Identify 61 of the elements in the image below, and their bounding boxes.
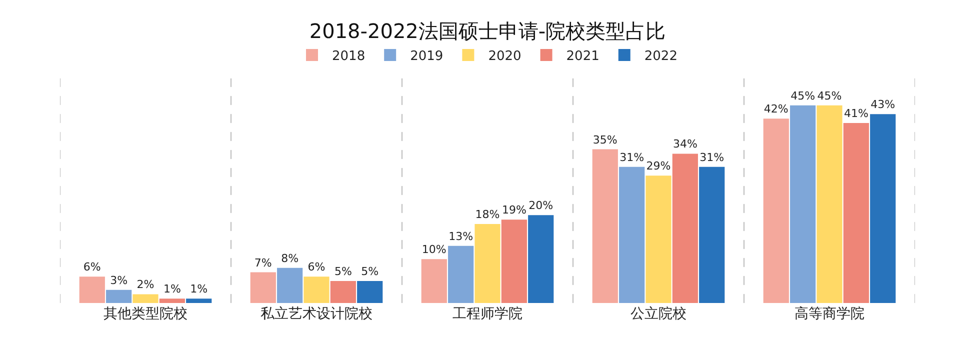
data-label: 41% bbox=[844, 106, 868, 120]
x-tick-label: 其他类型院校 bbox=[104, 306, 188, 322]
data-label: 45% bbox=[790, 89, 816, 102]
bar bbox=[870, 114, 896, 303]
legend-label: 2022 bbox=[644, 49, 678, 64]
bar bbox=[816, 105, 842, 303]
data-label: 34% bbox=[672, 138, 698, 151]
bar bbox=[186, 298, 212, 303]
bar bbox=[357, 281, 383, 303]
bar bbox=[619, 166, 645, 303]
x-tick-label: 工程师学院 bbox=[452, 306, 522, 322]
bar bbox=[277, 268, 303, 303]
data-label: 42% bbox=[764, 102, 788, 116]
data-label: 6% bbox=[308, 260, 326, 274]
bar bbox=[159, 298, 185, 303]
data-label: 5% bbox=[334, 265, 352, 278]
legend-label: 2018 bbox=[332, 49, 366, 64]
bar bbox=[501, 220, 527, 303]
data-label: 31% bbox=[700, 150, 724, 164]
x-tick-label: 私立艺术设计院校 bbox=[260, 306, 372, 322]
data-label: 19% bbox=[502, 204, 526, 217]
data-label: 2% bbox=[136, 278, 154, 292]
data-label: 13% bbox=[448, 230, 474, 243]
x-tick-label: 公立院校 bbox=[630, 306, 686, 322]
bar bbox=[790, 105, 816, 303]
data-label: 43% bbox=[870, 98, 896, 112]
data-label: 8% bbox=[281, 252, 299, 265]
data-label: 1% bbox=[163, 282, 181, 296]
data-label: 31% bbox=[620, 150, 644, 164]
data-label: 18% bbox=[475, 208, 500, 221]
bar bbox=[448, 246, 474, 303]
data-label: 1% bbox=[190, 282, 208, 296]
data-label: 6% bbox=[83, 260, 101, 274]
data-label: 3% bbox=[110, 274, 128, 287]
data-label: 10% bbox=[422, 243, 446, 256]
data-label: 7% bbox=[254, 256, 272, 270]
legend-label: 2019 bbox=[410, 49, 444, 64]
data-label: 45% bbox=[817, 89, 842, 102]
data-label: 35% bbox=[592, 133, 618, 146]
bar bbox=[421, 259, 447, 303]
bar bbox=[843, 122, 869, 303]
bar bbox=[330, 281, 356, 303]
legend-label: 2020 bbox=[488, 49, 522, 64]
bar bbox=[474, 224, 500, 303]
data-label: 5% bbox=[361, 265, 379, 278]
bar bbox=[304, 276, 330, 303]
bar bbox=[132, 294, 158, 303]
bar bbox=[250, 272, 276, 303]
chart-title: 2018-2022法国硕士申请-院校类型占比 bbox=[309, 19, 666, 44]
bar bbox=[528, 215, 554, 303]
data-label: 20% bbox=[528, 199, 554, 212]
data-label: 29% bbox=[646, 160, 671, 173]
legend-label: 2021 bbox=[566, 49, 600, 64]
bar bbox=[79, 276, 105, 303]
x-tick-label: 高等商学院 bbox=[794, 306, 864, 322]
bar bbox=[699, 166, 725, 303]
bar bbox=[646, 176, 672, 303]
bar bbox=[592, 149, 618, 303]
bar bbox=[672, 154, 698, 303]
bar bbox=[763, 118, 789, 303]
bar bbox=[106, 290, 132, 303]
